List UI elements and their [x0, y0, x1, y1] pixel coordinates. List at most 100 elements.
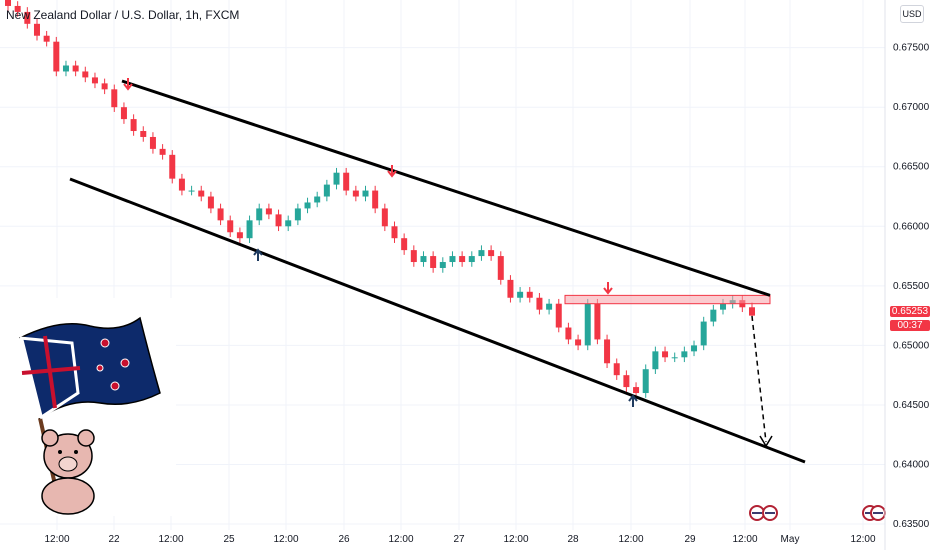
resistance-zone	[564, 294, 771, 305]
y-tick-label: 0.65000	[893, 340, 930, 351]
candle-body	[439, 262, 446, 268]
candle-body	[700, 321, 707, 346]
y-tick-label: 0.67000	[893, 102, 930, 113]
candle-body	[633, 387, 640, 394]
candle-body	[584, 303, 591, 346]
candle-body	[304, 202, 311, 209]
candle-body	[372, 190, 379, 209]
up-arrow-marker	[628, 394, 638, 407]
down-arrow-marker	[123, 78, 133, 91]
candle-body	[246, 220, 253, 239]
candle-body	[613, 363, 620, 376]
candle-body	[381, 208, 388, 227]
candle-body	[478, 250, 485, 257]
candle-body	[546, 303, 553, 310]
candle-body	[536, 297, 543, 310]
candle-body	[275, 214, 282, 227]
x-tick-label: 25	[223, 534, 235, 545]
candle-body	[642, 369, 649, 394]
y-tick-label: 0.66000	[893, 221, 930, 232]
x-tick-label: 12:00	[850, 534, 875, 545]
candles	[5, 0, 755, 398]
x-tick-label: 12:00	[273, 534, 298, 545]
candle-body	[43, 35, 50, 42]
candle-body	[72, 65, 79, 72]
candle-body	[594, 303, 601, 340]
candle-body	[691, 345, 698, 352]
candle-body	[410, 250, 417, 263]
candle-body	[149, 136, 156, 149]
x-tick-label: 26	[338, 534, 350, 545]
candle-body	[623, 375, 630, 388]
candle-body	[130, 119, 137, 132]
y-tick-label: 0.67500	[893, 43, 930, 54]
x-tick-label: May	[781, 534, 800, 545]
candle-body	[256, 208, 263, 221]
candle-body	[488, 250, 495, 257]
candle-body	[62, 65, 69, 72]
candle-body	[333, 172, 340, 185]
candle-body	[430, 256, 437, 268]
candle-body	[198, 190, 205, 197]
y-tick-label: 0.64500	[893, 400, 930, 411]
candle-body	[323, 184, 330, 197]
candle-body	[265, 208, 272, 215]
candle-body	[101, 83, 108, 90]
x-tick-label: 12:00	[388, 534, 413, 545]
candle-body	[449, 256, 456, 263]
candle-body	[662, 351, 669, 358]
currency-button[interactable]: USD	[900, 5, 924, 23]
x-tick-label: 22	[108, 534, 120, 545]
candle-body	[178, 178, 185, 191]
channel-upper-line	[121, 79, 771, 297]
candle-body	[749, 307, 755, 316]
candle-body	[53, 41, 60, 72]
down-arrow-marker	[387, 165, 397, 178]
candle-body	[555, 303, 562, 328]
candle-body	[517, 291, 524, 298]
candle-body	[188, 190, 195, 192]
candle-body	[33, 23, 40, 36]
y-tick-label: 0.66500	[893, 162, 930, 173]
candle-body	[362, 190, 369, 197]
candle-body	[652, 351, 659, 370]
candle-body	[681, 351, 688, 358]
down-arrow-marker	[603, 282, 613, 295]
x-tick-label: 12:00	[44, 534, 69, 545]
candle-body	[497, 256, 504, 280]
candle-body	[82, 71, 89, 78]
x-tick-label: 27	[453, 534, 465, 545]
candle-body	[459, 256, 466, 263]
x-tick-label: 12:00	[618, 534, 643, 545]
candle-body	[710, 309, 717, 322]
channel-lower-line	[69, 177, 806, 464]
x-tick-label: 29	[684, 534, 696, 545]
y-tick-label: 0.63500	[893, 519, 930, 530]
candle-body	[352, 190, 359, 197]
candle-body	[217, 208, 224, 221]
projection-arrowhead	[759, 435, 773, 448]
x-tick-label: 28	[567, 534, 579, 545]
y-axis: 0.67500 0.67000 0.66500 0.66000 0.65500 0.650…	[884, 0, 930, 550]
candle-body	[565, 327, 572, 340]
up-arrow-marker	[253, 248, 263, 261]
candle-body	[468, 256, 475, 263]
candle-body	[526, 291, 533, 298]
last-price-label: 0.65253	[890, 306, 930, 317]
candle-body	[294, 208, 301, 221]
candle-body	[120, 107, 127, 120]
candle-body	[24, 11, 31, 24]
candle-body	[5, 0, 11, 6]
candle-body	[401, 238, 408, 251]
candle-body	[14, 5, 21, 12]
candle-body	[420, 256, 427, 263]
candle-body	[314, 196, 321, 203]
candle-body	[236, 232, 243, 239]
overlays	[69, 78, 886, 521]
countdown-label: 00:37	[890, 320, 930, 331]
x-tick-label: 12:00	[732, 534, 757, 545]
candle-body	[227, 220, 234, 233]
x-axis: 12:00 22 12:00 25 12:00 26 12:00 27 12:00 28 12:00…	[44, 534, 875, 545]
candle-body	[285, 220, 292, 227]
candle-body	[169, 154, 176, 179]
